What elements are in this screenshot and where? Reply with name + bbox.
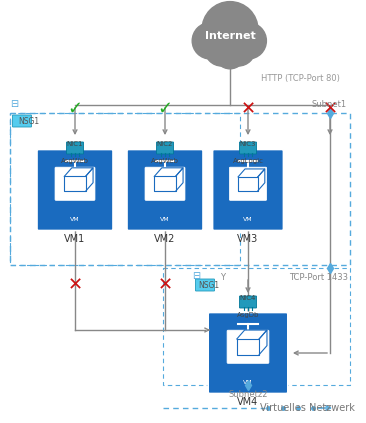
Bar [10, 113, 240, 265]
FancyBboxPatch shape [195, 279, 214, 291]
FancyBboxPatch shape [145, 167, 185, 201]
Circle shape [192, 22, 229, 59]
Text: VM2: VM2 [154, 234, 176, 244]
Circle shape [214, 38, 245, 69]
FancyBboxPatch shape [213, 149, 283, 231]
Bar [10, 113, 350, 265]
Text: NIC4: NIC4 [240, 294, 256, 300]
Text: NIC3: NIC3 [240, 140, 256, 146]
Text: ✓: ✓ [67, 100, 83, 118]
Text: VM: VM [243, 217, 253, 222]
Text: ✕: ✕ [157, 276, 172, 294]
FancyBboxPatch shape [127, 149, 203, 231]
FancyBboxPatch shape [208, 313, 288, 393]
Circle shape [230, 22, 266, 59]
Text: TCP-Port 1433: TCP-Port 1433 [289, 272, 348, 281]
Text: AsgWeb: AsgWeb [61, 159, 89, 165]
Text: VM4: VM4 [238, 397, 259, 407]
Text: ✓: ✓ [157, 100, 172, 118]
Text: VM: VM [70, 217, 80, 222]
FancyBboxPatch shape [239, 296, 257, 308]
Text: ✕: ✕ [322, 100, 337, 118]
Text: ✕: ✕ [67, 276, 83, 294]
FancyBboxPatch shape [55, 167, 95, 201]
Text: AsgDb: AsgDb [237, 313, 259, 319]
Text: VM: VM [160, 217, 170, 222]
Text: HTTP (TCP-Port 80): HTTP (TCP-Port 80) [261, 74, 340, 82]
Text: NSG1: NSG1 [18, 116, 39, 126]
Text: Subnetz2: Subnetz2 [228, 390, 268, 399]
Text: ✕: ✕ [240, 100, 255, 118]
Text: NSG1: NSG1 [198, 280, 219, 289]
Bar [163, 268, 350, 385]
Text: VM3: VM3 [238, 234, 259, 244]
Text: NIC2: NIC2 [157, 140, 173, 146]
Text: NIC1: NIC1 [67, 140, 83, 146]
FancyBboxPatch shape [239, 142, 257, 154]
Text: AsgWeb: AsgWeb [151, 159, 179, 165]
Text: Y: Y [220, 272, 225, 281]
Text: Subnet1: Subnet1 [312, 100, 347, 109]
Text: VM1: VM1 [64, 234, 86, 244]
FancyBboxPatch shape [157, 142, 173, 154]
FancyBboxPatch shape [12, 115, 31, 127]
Circle shape [221, 33, 255, 66]
Text: VM: VM [243, 380, 253, 385]
FancyBboxPatch shape [227, 330, 269, 363]
FancyBboxPatch shape [67, 142, 83, 154]
Text: Virtuelles Netzwerk: Virtuelles Netzwerk [260, 403, 355, 413]
FancyBboxPatch shape [229, 167, 267, 201]
FancyBboxPatch shape [37, 149, 113, 231]
Text: ⊟: ⊟ [10, 99, 18, 109]
Circle shape [205, 33, 238, 66]
Text: Internet: Internet [205, 31, 255, 41]
Text: AsgLogic: AsgLogic [232, 159, 264, 165]
Circle shape [202, 2, 258, 58]
Text: ⊟: ⊟ [192, 271, 200, 281]
